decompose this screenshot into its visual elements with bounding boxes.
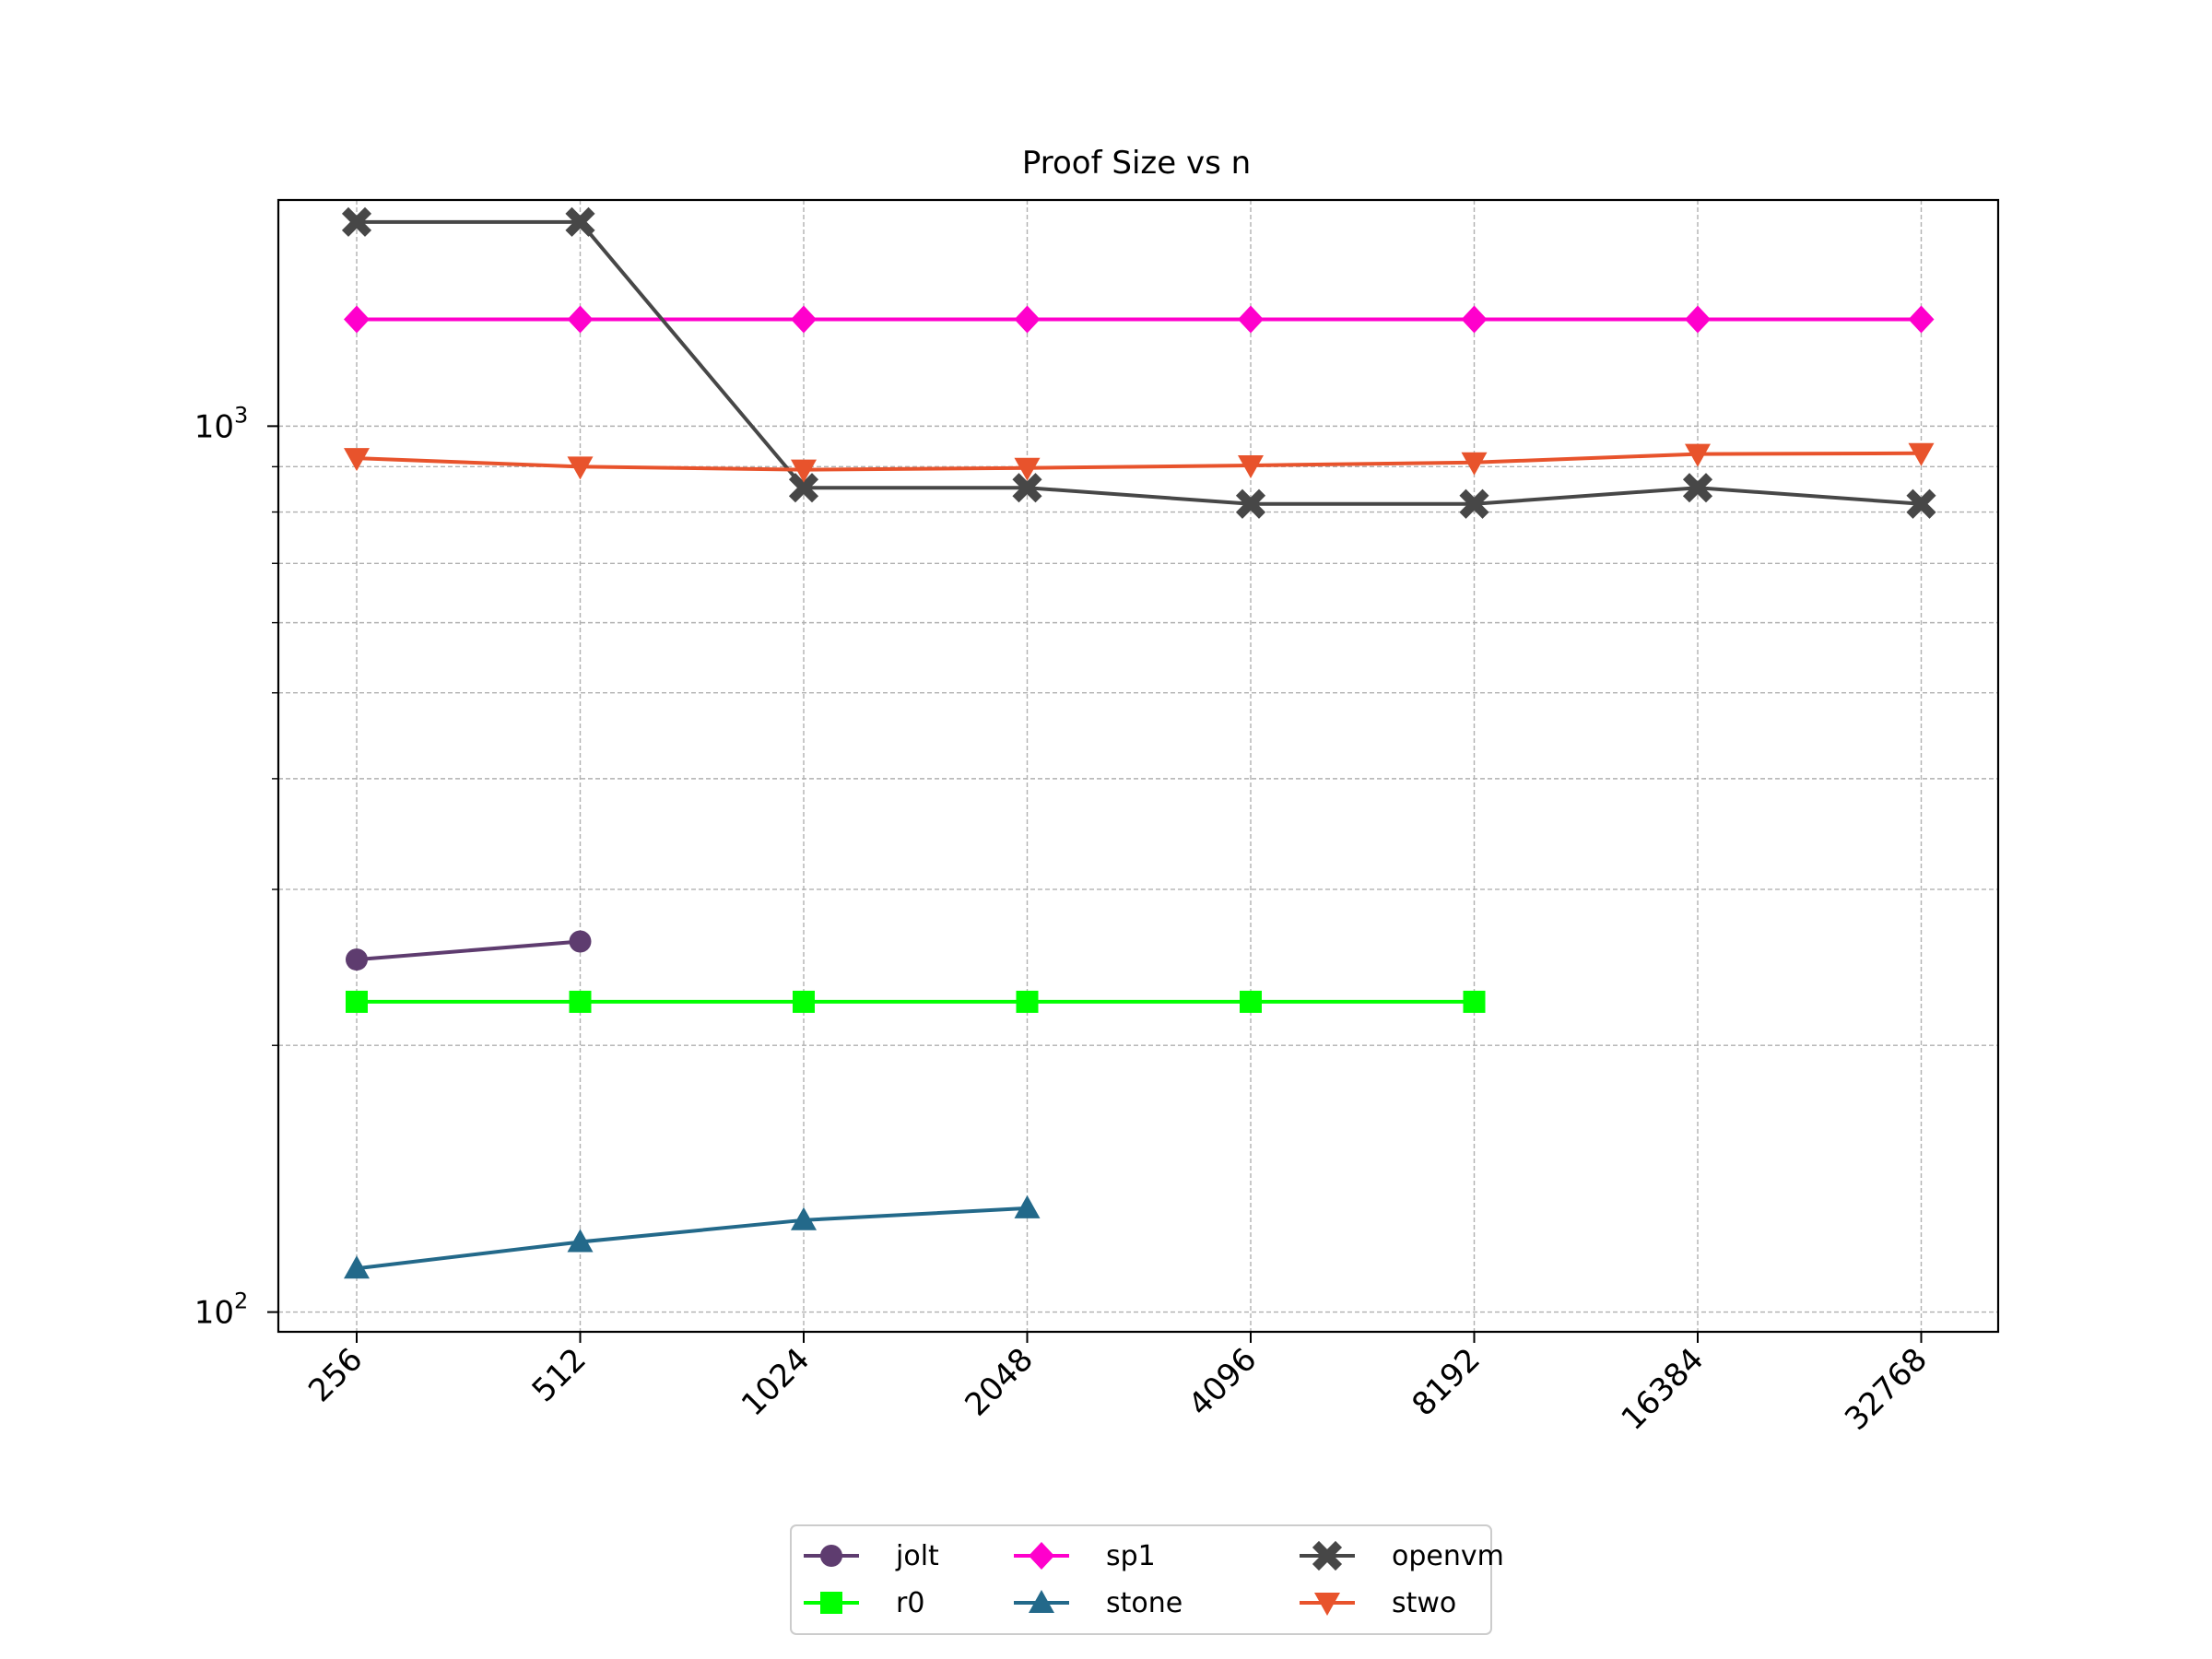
data-point-stwo bbox=[1014, 457, 1041, 481]
legend-label: r0 bbox=[896, 1587, 924, 1619]
legend-label: jolt bbox=[895, 1540, 939, 1572]
x-tick-label: 4096 bbox=[1182, 1341, 1264, 1423]
series-r0 bbox=[346, 990, 1486, 1013]
legend-swatch-marker bbox=[1029, 1590, 1054, 1613]
data-point-stwo bbox=[567, 456, 594, 480]
legend-item-r0: r0 bbox=[804, 1587, 924, 1619]
y-axis: 102 103 bbox=[194, 402, 278, 1332]
data-point-r0 bbox=[1240, 990, 1262, 1013]
legend-item-stone: stone bbox=[1014, 1587, 1182, 1619]
legend-item-sp1: sp1 bbox=[1014, 1540, 1156, 1572]
data-point-openvm bbox=[788, 473, 819, 503]
y-tick-label: 102 bbox=[194, 1288, 249, 1332]
x-tick-label: 512 bbox=[525, 1341, 594, 1409]
data-point-jolt bbox=[346, 948, 368, 971]
data-point-stone bbox=[567, 1229, 594, 1253]
series-openvm bbox=[341, 206, 1936, 519]
data-point-stwo bbox=[1908, 442, 1935, 466]
data-point-stwo bbox=[1685, 443, 1711, 467]
x-axis: 256 512 1024 2048 4096 8192 16384 32768 bbox=[301, 1332, 1935, 1438]
data-point-sp1 bbox=[791, 305, 817, 334]
series-line-jolt bbox=[356, 939, 581, 962]
legend-item-openvm: openvm bbox=[1300, 1540, 1504, 1572]
series-line-openvm bbox=[357, 219, 1922, 506]
legend-swatch-marker bbox=[820, 1545, 842, 1567]
y-tick-label: 103 bbox=[194, 402, 249, 445]
x-tick-label: 8192 bbox=[1405, 1341, 1487, 1423]
series-layer bbox=[341, 206, 1936, 1279]
data-point-r0 bbox=[793, 990, 815, 1013]
data-point-stone bbox=[344, 1255, 370, 1279]
legend-item-stwo: stwo bbox=[1300, 1587, 1456, 1619]
data-point-stone bbox=[791, 1206, 817, 1230]
data-point-openvm bbox=[565, 206, 595, 237]
data-point-openvm bbox=[1682, 473, 1713, 503]
data-point-sp1 bbox=[1238, 305, 1264, 334]
data-point-r0 bbox=[346, 990, 368, 1013]
series-jolt bbox=[346, 930, 592, 971]
legend-label: stone bbox=[1106, 1587, 1182, 1619]
data-point-openvm bbox=[341, 206, 372, 237]
x-tick-label: 32768 bbox=[1838, 1341, 1935, 1438]
data-point-jolt bbox=[569, 930, 592, 953]
legend: jolt sp1 openvm r0 stone stwo bbox=[790, 1524, 1504, 1635]
data-point-r0 bbox=[1016, 990, 1039, 1013]
series-stwo bbox=[344, 442, 1935, 483]
legend-item-jolt: jolt bbox=[804, 1540, 939, 1572]
data-point-sp1 bbox=[1685, 305, 1711, 334]
x-tick-label: 256 bbox=[301, 1341, 370, 1409]
data-point-sp1 bbox=[567, 305, 594, 334]
legend-box bbox=[790, 1524, 1492, 1635]
series-sp1 bbox=[344, 305, 1935, 334]
series-stone bbox=[344, 1194, 1041, 1279]
data-point-r0 bbox=[569, 990, 592, 1013]
series-line-stone bbox=[356, 1206, 1028, 1271]
data-point-stwo bbox=[1461, 452, 1488, 476]
x-tick-label: 1024 bbox=[735, 1341, 817, 1423]
grid bbox=[278, 200, 1998, 1332]
data-point-openvm bbox=[1012, 473, 1042, 503]
legend-label: stwo bbox=[1392, 1587, 1456, 1619]
legend-swatch-marker bbox=[820, 1592, 842, 1614]
data-point-openvm bbox=[1459, 488, 1489, 519]
data-point-sp1 bbox=[344, 305, 370, 334]
plot-frame bbox=[276, 198, 2000, 1334]
legend-label: sp1 bbox=[1106, 1540, 1156, 1572]
data-point-stwo bbox=[344, 448, 370, 472]
data-point-openvm bbox=[1235, 488, 1266, 519]
chart-title: Proof Size vs n bbox=[1022, 145, 1251, 182]
legend-swatch-marker bbox=[1312, 1540, 1343, 1571]
data-point-stwo bbox=[1238, 454, 1264, 478]
legend-swatch-marker bbox=[1029, 1542, 1054, 1570]
legend-swatch-marker bbox=[1314, 1593, 1340, 1616]
data-point-r0 bbox=[1463, 990, 1486, 1013]
data-point-openvm bbox=[1906, 488, 1936, 519]
x-tick-label: 2048 bbox=[958, 1341, 1040, 1423]
data-point-sp1 bbox=[1461, 305, 1488, 334]
x-tick-label: 16384 bbox=[1615, 1341, 1712, 1438]
data-point-sp1 bbox=[1014, 305, 1041, 334]
series-line-stwo bbox=[356, 451, 1922, 472]
legend-label: openvm bbox=[1392, 1540, 1504, 1572]
data-point-stwo bbox=[791, 459, 817, 483]
data-point-stone bbox=[1014, 1194, 1041, 1218]
data-point-sp1 bbox=[1908, 305, 1935, 334]
